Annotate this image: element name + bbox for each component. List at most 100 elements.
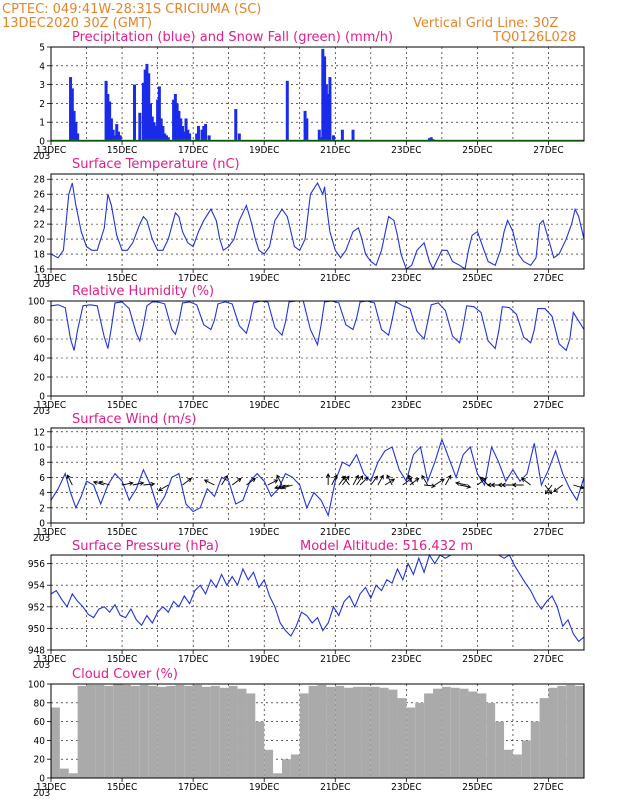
wind-arrow — [553, 484, 563, 493]
cloud-bar — [290, 754, 300, 778]
x-tick-label-cut: 203 — [33, 279, 50, 290]
x-tick-label: 23DEC — [391, 400, 421, 411]
wind-arrow — [402, 477, 413, 486]
y-tick-label: 6 — [39, 473, 45, 484]
x-tick-label: 27DEC — [533, 654, 563, 665]
x-tick-label-cut: 203 — [33, 406, 50, 417]
wind-arrow — [359, 476, 369, 486]
x-tick-label: 19DEC — [249, 273, 279, 284]
precip-bar — [202, 125, 206, 141]
x-tick-label: 17DEC — [178, 654, 208, 665]
precip-bar — [179, 118, 183, 141]
precip-bar — [237, 133, 241, 141]
x-tick-label: 25DEC — [462, 782, 492, 793]
wind-arrow — [386, 474, 393, 486]
wind-arrow — [267, 479, 279, 486]
cloud-bar — [512, 754, 522, 778]
wind-arrow — [66, 474, 73, 486]
precip-bar — [195, 133, 199, 141]
wind-arrow — [182, 477, 193, 486]
wind-arrow — [356, 475, 364, 486]
y-tick-label: 28 — [34, 175, 46, 186]
y-tick-label: 16 — [34, 265, 46, 276]
precip-bar — [154, 125, 158, 141]
precip-bar — [111, 129, 115, 141]
x-tick-label-cut: 203 — [33, 660, 50, 671]
x-tick-label: 19DEC — [249, 145, 279, 156]
cloud-bar — [566, 684, 576, 778]
panel-wind: Surface Wind (m/s) 0 2 4 6 8 10 12 13DEC 15DEC 17D… — [33, 412, 585, 544]
precip-bar — [115, 124, 119, 141]
cloud-bar — [104, 685, 114, 778]
wind-arrow — [121, 481, 134, 486]
header-code: TQ0126L028 — [492, 30, 576, 45]
cloud-bar — [432, 688, 442, 778]
series-line-humidity — [50, 300, 585, 352]
y-tick-label: 80 — [34, 698, 46, 709]
y-tick-label: 2 — [39, 503, 45, 514]
x-tick-label: 21DEC — [320, 273, 350, 284]
precip-bar — [157, 86, 161, 141]
header-run-time: 13DEC2020 30Z (GMT) — [2, 16, 152, 31]
cloud-bar — [175, 684, 185, 778]
cloud-bar — [415, 702, 425, 778]
precip-bar — [143, 69, 147, 141]
wind-arrow — [281, 484, 293, 490]
panel-frame — [50, 46, 585, 142]
panels: Precipitation (blue) and Snow Fall (gree… — [28, 30, 585, 799]
cloud-bar — [122, 684, 131, 778]
panel-annotation-pressure: Model Altitude: 516.432 m — [300, 539, 473, 554]
precip-bar — [204, 124, 208, 141]
wind-arrow — [445, 474, 452, 486]
x-tick-label: 27DEC — [533, 527, 563, 538]
x-tick-label: 13DEC — [36, 782, 66, 793]
header-grid-note: Vertical Grid Line: 30Z — [413, 16, 558, 31]
panel-frame — [50, 173, 585, 270]
precip-bar — [317, 129, 321, 141]
x-tick-label: 25DEC — [462, 273, 492, 284]
x-tick-label: 27DEC — [533, 145, 563, 156]
cloud-bar — [548, 687, 558, 778]
panel-temperature: Surface Temperature (nC) 16 18 20 22 24 26 28 13… — [33, 157, 585, 290]
cloud-bar — [539, 698, 549, 778]
precip-bar — [321, 48, 325, 141]
y-tick-label: 22 — [34, 220, 45, 231]
x-tick-label: 23DEC — [391, 527, 421, 538]
precip-bar — [319, 137, 323, 141]
y-tick-label: 4 — [39, 61, 45, 72]
y-tick-label: 80 — [34, 316, 46, 327]
precip-bar — [328, 77, 332, 141]
cloud-bar — [379, 687, 389, 778]
cloud-bar — [557, 685, 567, 778]
wind-arrow — [424, 483, 436, 489]
wind-arrow — [132, 481, 145, 486]
x-tick-label: 23DEC — [391, 654, 421, 665]
x-tick-label: 19DEC — [249, 782, 279, 793]
y-tick-label: 952 — [28, 602, 45, 613]
header-station: CPTEC: 049:41W-28:31S CRICIUMA (SC) — [2, 2, 261, 17]
cloud-bar — [210, 685, 220, 778]
precip-bar — [108, 101, 112, 141]
panel-title-pressure: Surface Pressure (hPa) — [72, 539, 219, 554]
panel-frame — [50, 427, 585, 524]
x-tick-label: 17DEC — [178, 527, 208, 538]
x-tick-label: 25DEC — [462, 654, 492, 665]
wind-arrow — [276, 474, 283, 486]
precip-bar — [429, 137, 433, 141]
cloud-bar — [86, 684, 96, 778]
wind-arrow — [231, 477, 242, 486]
cloud-bar — [184, 685, 194, 778]
cloud-bar — [113, 684, 123, 778]
y-tick-label: 40 — [34, 736, 46, 747]
x-tick-label: 13DEC — [36, 145, 66, 156]
precip-bar — [138, 112, 142, 141]
wind-arrow — [203, 479, 215, 486]
series-line-temperature — [50, 181, 585, 271]
precip-bar — [303, 110, 307, 141]
precip-bar — [196, 125, 200, 141]
x-tick-label: 13DEC — [36, 527, 66, 538]
y-tick-label: 60 — [34, 335, 46, 346]
cloud-bar — [495, 721, 505, 778]
precip-bar — [74, 122, 78, 141]
y-tick-label: 40 — [34, 354, 46, 365]
